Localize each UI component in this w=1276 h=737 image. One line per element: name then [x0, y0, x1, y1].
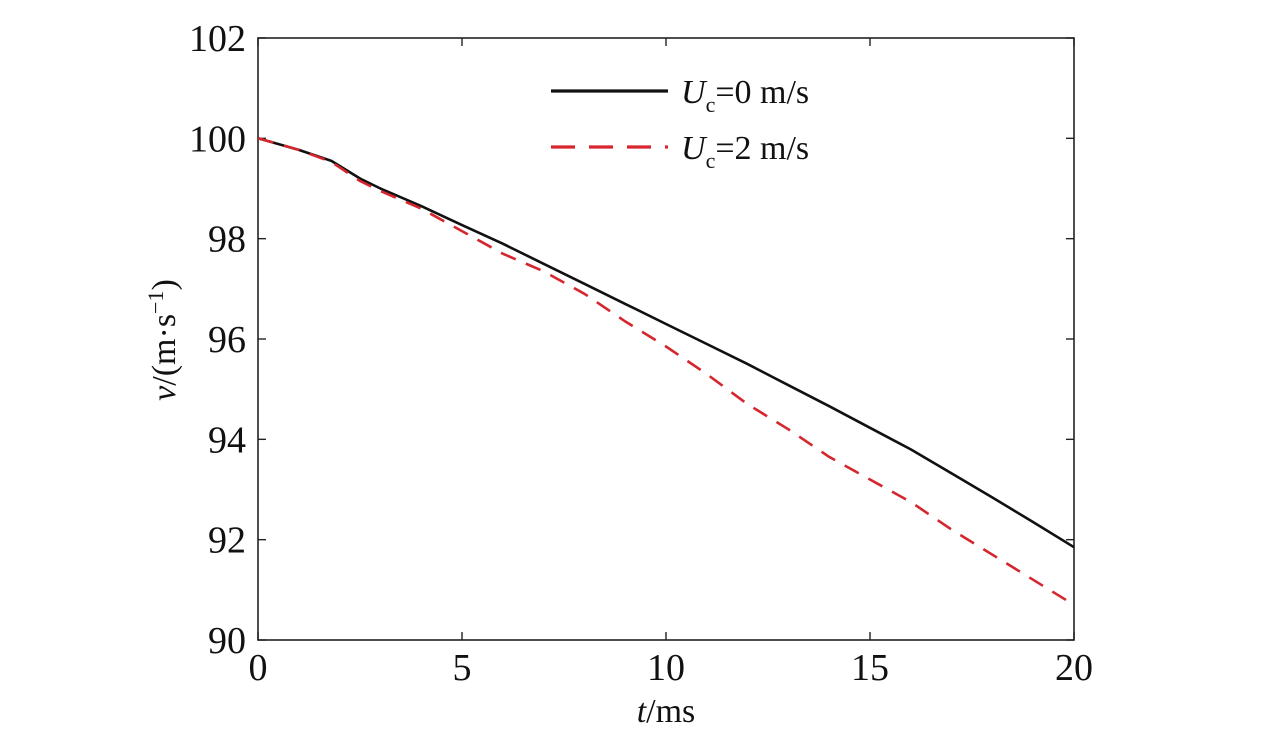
y-tick-label: 98 — [208, 219, 246, 261]
y-tick-label: 100 — [189, 118, 246, 160]
x-tick-label: 0 — [249, 647, 268, 689]
legend-label: Uc=0 m/s — [681, 74, 809, 117]
legend-label: Uc=2 m/s — [681, 130, 809, 173]
x-tick-label: 20 — [1055, 647, 1093, 689]
series-group — [258, 138, 1074, 605]
y-tick-label: 96 — [208, 319, 246, 361]
y-tick-label: 102 — [189, 18, 246, 60]
series-1 — [258, 138, 1074, 547]
series-line — [258, 138, 1074, 605]
series-line — [258, 138, 1074, 547]
x-tick-label: 5 — [453, 647, 472, 689]
tick-marks — [258, 38, 1074, 640]
x-tick-label: 15 — [851, 647, 889, 689]
x-axis-label: t/ms — [637, 693, 696, 730]
plot-frame — [258, 38, 1074, 640]
tick-labels: 0 5 10 15 20 90 92 94 96 98 100 102 — [189, 18, 1093, 689]
series-2 — [258, 138, 1074, 605]
plot-border — [258, 38, 1074, 640]
y-axis-label: v/(m·s−1) — [143, 279, 183, 401]
legend: Uc=0 m/s Uc=2 m/s — [551, 74, 809, 173]
y-tick-label: 94 — [208, 419, 246, 461]
y-tick-label: 90 — [208, 620, 246, 662]
y-tick-label: 92 — [208, 520, 246, 562]
x-tick-label: 10 — [647, 647, 685, 689]
